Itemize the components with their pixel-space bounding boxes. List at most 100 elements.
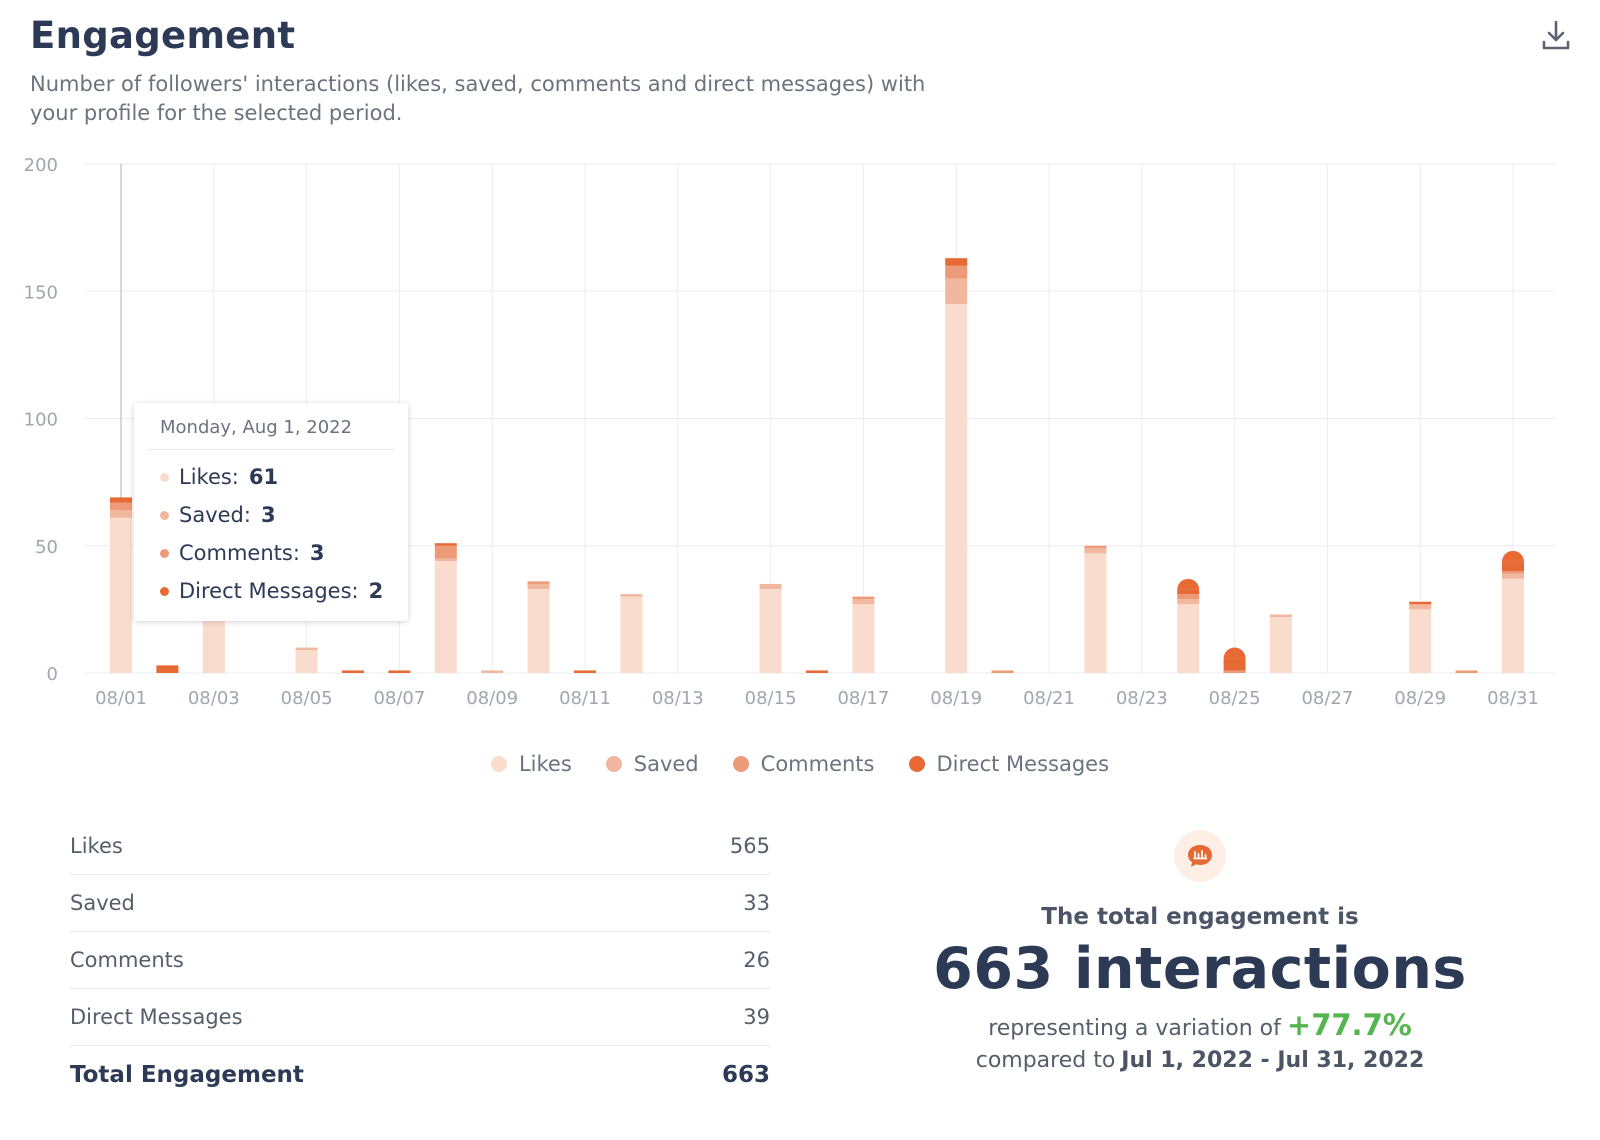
summary-label: The total engagement is: [1041, 904, 1359, 930]
bar-comments: [945, 265, 968, 279]
bar-direct-messages: [110, 497, 132, 503]
summary-compared-line: compared to Jul 1, 2022 - Jul 31, 2022: [920, 1048, 1480, 1073]
x-tick-label: 08/01: [95, 688, 147, 709]
table-row-direct-messages: Direct Messages 39: [70, 989, 770, 1046]
legend-dot-likes: [490, 756, 507, 772]
table-row-total: Total Engagement 663: [70, 1046, 770, 1103]
bar-saved: [852, 599, 875, 605]
bar-cap-direct-messages: [1502, 550, 1524, 562]
y-tick-label: 200: [24, 155, 58, 176]
bar-likes: [1270, 617, 1292, 673]
chart-tooltip: Monday, Aug 1, 2022 Likes: 61 Saved: 3 C…: [134, 403, 408, 621]
x-tick-label: 08/21: [1023, 688, 1075, 709]
bar-saved: [481, 670, 504, 673]
table-row-label: Likes: [70, 834, 123, 858]
bar-saved: [1177, 599, 1200, 605]
tooltip-dot-comments: [160, 548, 169, 558]
bar-direct-messages: [388, 670, 411, 673]
table-row-saved: Saved 33: [70, 875, 770, 932]
bar-comments: [110, 502, 132, 511]
x-tick-label: 08/17: [837, 688, 889, 709]
summary-compared-prefix: compared to: [975, 1048, 1116, 1073]
tooltip-divider: [148, 449, 394, 450]
chart-legend: Likes Saved Comments Direct Messages: [0, 752, 1600, 776]
bar-saved: [759, 583, 782, 590]
table-row-value: 39: [743, 1005, 770, 1029]
bar-direct-messages: [156, 665, 179, 673]
bar-comments: [852, 596, 875, 600]
tooltip-dot-likes: [160, 472, 169, 482]
tooltip-label: Direct Messages:: [179, 579, 359, 603]
bar-likes: [1084, 553, 1107, 673]
bar-direct-messages: [574, 670, 596, 673]
tooltip-row-saved: Saved: 3: [160, 503, 276, 527]
legend-dot-comments: [732, 756, 749, 772]
tooltip-value: 3: [260, 503, 276, 527]
bar-comments: [1455, 670, 1478, 673]
tooltip-row-likes: Likes: 61: [160, 465, 278, 489]
x-tick-label: 08/29: [1394, 688, 1446, 709]
bar-likes: [945, 303, 968, 673]
bar-saved: [110, 510, 132, 518]
bar-saved: [527, 583, 550, 590]
bar-likes: [1177, 604, 1200, 673]
x-tick-label: 08/13: [652, 688, 704, 709]
bar-saved: [945, 278, 968, 304]
download-icon[interactable]: [1536, 16, 1576, 56]
page-title: Engagement: [30, 14, 296, 57]
bar-comments: [1502, 571, 1524, 574]
tooltip-label: Likes:: [179, 465, 239, 489]
tooltip-row-comments: Comments: 3: [160, 541, 325, 565]
x-tick-label: 08/03: [188, 688, 240, 709]
x-tick-label: 08/07: [373, 688, 425, 709]
tooltip-dot-saved: [160, 510, 169, 520]
bar-cap-direct-messages: [1223, 647, 1246, 659]
x-tick-label: 08/05: [281, 688, 333, 709]
bar-comments: [991, 670, 1014, 673]
bar-direct-messages: [1177, 589, 1200, 595]
bar-direct-messages: [1409, 601, 1432, 605]
bar-saved: [434, 558, 457, 562]
bar-direct-messages: [1223, 658, 1246, 671]
legend-dot-saved: [605, 756, 622, 772]
x-tick-label: 08/15: [745, 688, 797, 709]
bar-saved: [1270, 614, 1292, 618]
tooltip-dot-direct-messages: [160, 586, 169, 596]
table-row-label: Comments: [70, 948, 184, 972]
x-tick-label: 08/11: [559, 688, 611, 709]
bar-likes: [1409, 609, 1432, 673]
y-tick-label: 150: [24, 282, 58, 303]
bar-likes: [620, 596, 643, 673]
bar-comments: [1223, 670, 1246, 673]
table-row-value: 33: [743, 891, 770, 915]
legend-item-direct-messages[interactable]: Direct Messages: [908, 752, 1110, 776]
summary-variation-line: representing a variation of +77.7%: [920, 1008, 1480, 1042]
y-tick-label: 0: [47, 664, 58, 685]
bar-comments: [434, 545, 457, 559]
bar-comments: [527, 581, 550, 584]
bar-likes: [1502, 578, 1524, 673]
legend-label: Likes: [518, 752, 572, 776]
summary-compared-range: Jul 1, 2022 - Jul 31, 2022: [1121, 1048, 1425, 1073]
engagement-table: Likes 565 Saved 33 Comments 26 Direct Me…: [70, 818, 770, 1103]
legend-item-likes[interactable]: Likes: [490, 752, 572, 776]
bar-direct-messages: [806, 670, 828, 673]
tooltip-row-direct-messages: Direct Messages: 2: [160, 579, 383, 603]
y-tick-label: 100: [24, 410, 58, 431]
x-tick-label: 08/31: [1487, 688, 1539, 709]
legend-item-saved[interactable]: Saved: [605, 752, 699, 776]
table-row-label: Direct Messages: [70, 1005, 243, 1029]
x-tick-label: 08/25: [1209, 688, 1261, 709]
bar-saved: [620, 594, 643, 597]
legend-label: Direct Messages: [936, 752, 1110, 776]
tooltip-label: Saved:: [179, 503, 251, 527]
table-row-value: 565: [729, 834, 770, 858]
bar-saved: [1502, 573, 1524, 579]
bar-saved: [1084, 548, 1107, 554]
legend-item-comments[interactable]: Comments: [732, 752, 875, 776]
table-row-value: 26: [743, 948, 770, 972]
table-row-likes: Likes 565: [70, 818, 770, 875]
bar-likes: [295, 650, 318, 673]
bar-likes: [110, 517, 132, 673]
bar-likes: [852, 604, 875, 673]
